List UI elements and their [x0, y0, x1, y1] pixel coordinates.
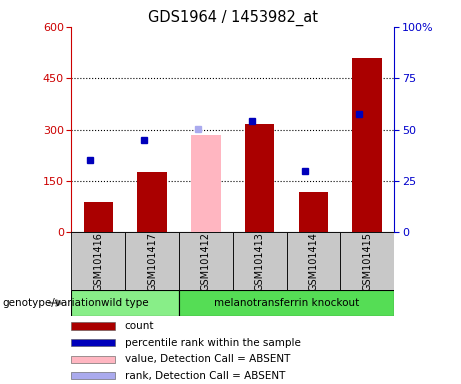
Bar: [179, 232, 233, 290]
Text: genotype/variation: genotype/variation: [2, 298, 101, 308]
Text: GSM101416: GSM101416: [93, 232, 103, 291]
Text: rank, Detection Call = ABSENT: rank, Detection Call = ABSENT: [125, 371, 285, 381]
Bar: [287, 232, 340, 290]
Text: GSM101414: GSM101414: [308, 232, 319, 291]
Text: GSM101417: GSM101417: [147, 232, 157, 291]
Bar: [191, 135, 221, 232]
Text: GSM101413: GSM101413: [254, 232, 265, 291]
Bar: [71, 323, 115, 330]
Text: wild type: wild type: [101, 298, 149, 308]
Bar: [71, 372, 115, 379]
Title: GDS1964 / 1453982_at: GDS1964 / 1453982_at: [148, 9, 318, 25]
Bar: [83, 202, 113, 232]
Bar: [299, 192, 328, 232]
Bar: [137, 172, 167, 232]
Text: value, Detection Call = ABSENT: value, Detection Call = ABSENT: [125, 354, 290, 364]
Bar: [71, 232, 125, 290]
Text: GSM101415: GSM101415: [362, 232, 372, 291]
Bar: [179, 290, 394, 316]
Text: count: count: [125, 321, 154, 331]
Bar: [233, 232, 287, 290]
Bar: [353, 58, 382, 232]
Text: GSM101412: GSM101412: [201, 232, 211, 291]
Bar: [340, 232, 394, 290]
Bar: [71, 339, 115, 346]
Text: melanotransferrin knockout: melanotransferrin knockout: [214, 298, 359, 308]
Bar: [71, 356, 115, 363]
Bar: [125, 232, 179, 290]
Bar: [245, 124, 274, 232]
Bar: [71, 290, 179, 316]
Text: percentile rank within the sample: percentile rank within the sample: [125, 338, 301, 348]
